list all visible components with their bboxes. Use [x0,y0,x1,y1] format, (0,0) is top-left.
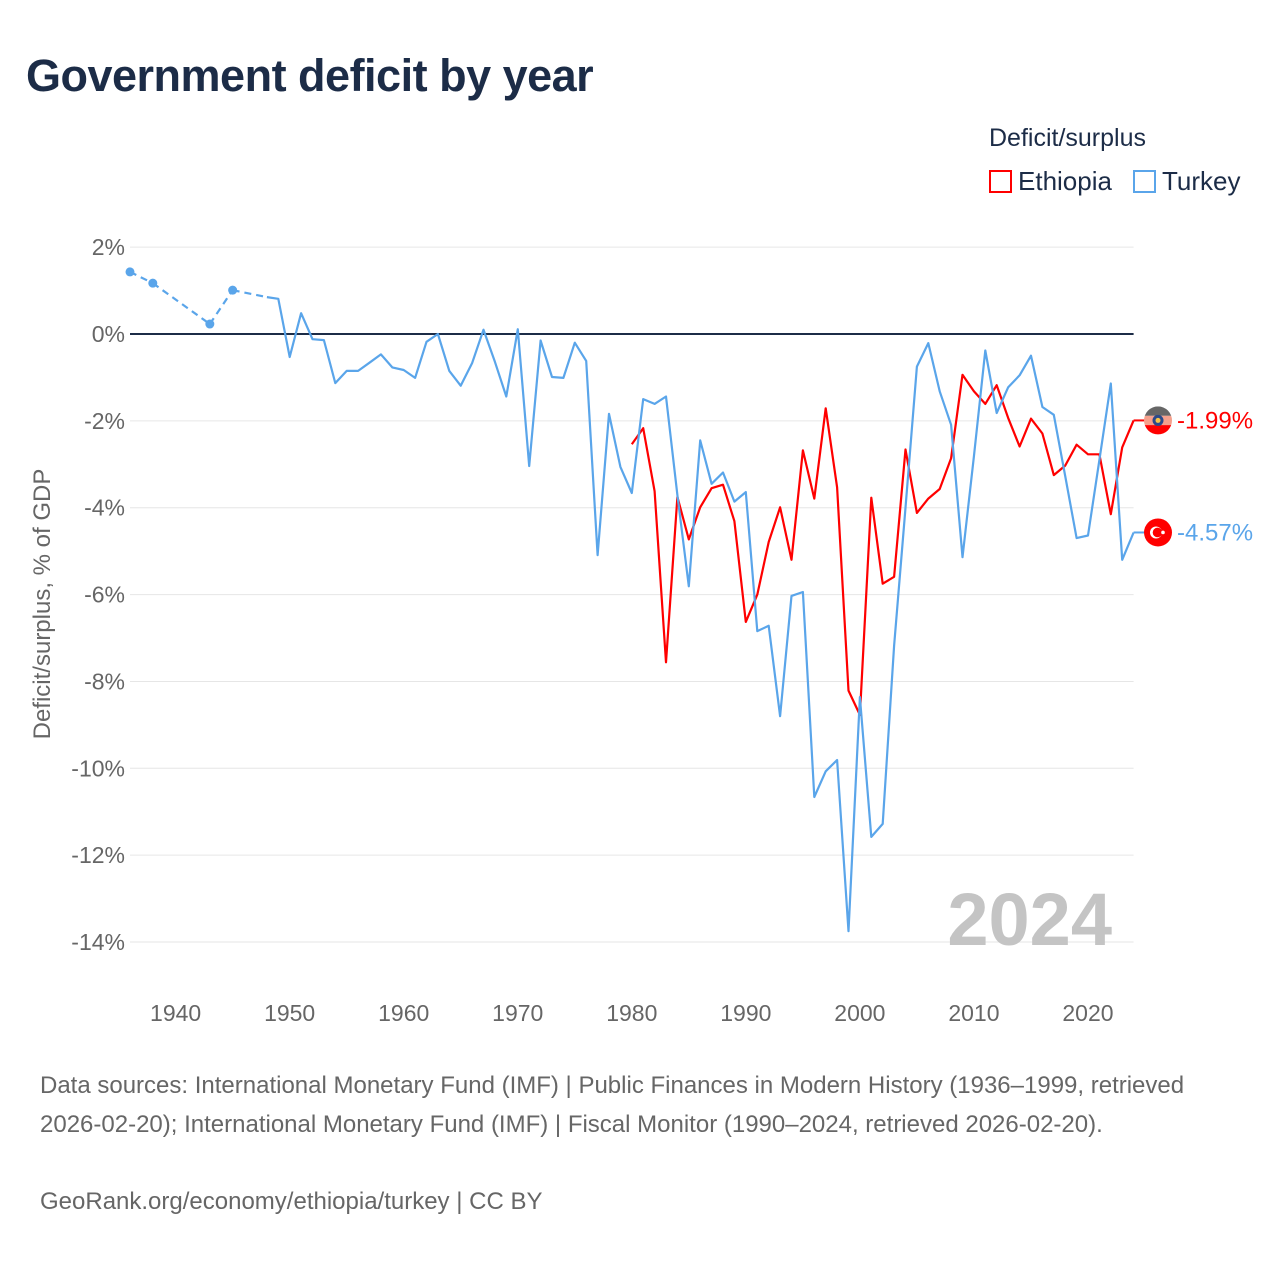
series-line-turkey [266,296,1135,933]
flag-star [1155,417,1161,423]
y-tick-label: 2% [92,234,125,260]
y-tick-label: -4% [84,495,125,521]
year-watermark: 2024 [947,878,1112,961]
credit-link[interactable]: GeoRank.org/economy/ethiopia/turkey | CC… [40,1188,543,1215]
y-tick-label: -12% [71,842,125,868]
x-tick-label: 1990 [720,1000,771,1026]
x-tick-label: 2000 [834,1000,885,1026]
legend-label: Turkey [1162,166,1241,196]
gap-connector [232,289,268,299]
legend-item-turkey[interactable]: Turkey [1133,166,1241,197]
chart-title: Government deficit by year [26,50,594,101]
flag-band [1144,425,1172,435]
x-tick-label: 2010 [948,1000,999,1026]
gap-connector [152,282,211,325]
flag-crescent-cut [1152,527,1163,538]
legend-swatch-turkey [1133,170,1156,193]
y-tick-label: -2% [84,408,125,434]
y-axis-label: Deficit/surplus, % of GDP [29,469,56,740]
y-tick-label: -14% [71,929,125,955]
x-tick-label: 1950 [264,1000,315,1026]
series-line-ethiopia [630,373,1135,716]
x-tick-label: 1970 [492,1000,543,1026]
flag-star [1161,530,1165,535]
turkey-flag-icon [1144,518,1172,547]
gap-connector [208,289,234,325]
legend-title: Deficit/surplus [989,124,1146,152]
x-tick-label: 1980 [606,1000,657,1026]
y-tick-label: -10% [71,755,125,781]
end-value-label: -4.57% [1177,519,1253,546]
y-tick-label: -6% [84,582,125,608]
legend-label: Ethiopia [1018,166,1112,196]
x-tick-label: 1940 [150,1000,201,1026]
end-value-label: -1.99% [1177,407,1253,434]
y-tick-label: -8% [84,668,125,694]
x-tick-label: 2020 [1062,1000,1113,1026]
ethiopia-flag-icon [1144,406,1172,435]
gap-connector [129,270,154,285]
x-tick-label: 1960 [378,1000,429,1026]
y-tick-label: 0% [92,321,125,347]
data-sources: Data sources: International Monetary Fun… [40,1072,1185,1138]
legend-item-ethiopia[interactable]: Ethiopia [989,166,1112,197]
flag-band [1144,406,1172,416]
legend-swatch-ethiopia [989,170,1012,193]
